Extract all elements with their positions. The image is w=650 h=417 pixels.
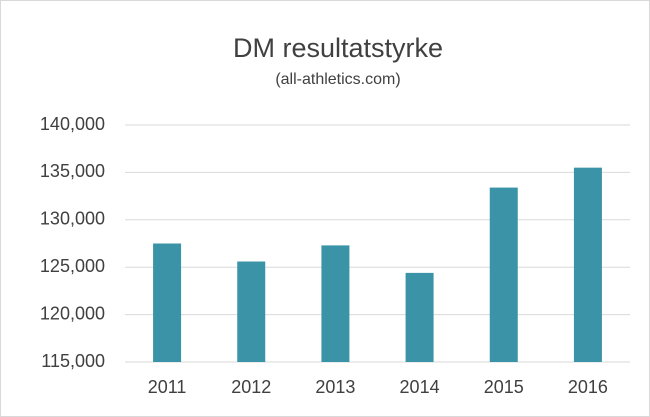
y-tick-label: 125,000 — [40, 256, 105, 276]
y-tick-label: 130,000 — [40, 209, 105, 229]
bar — [237, 261, 266, 362]
bar — [405, 272, 434, 362]
bar — [153, 243, 182, 362]
y-tick-label: 115,000 — [41, 351, 105, 371]
y-tick-label: 120,000 — [40, 303, 105, 323]
x-tick-label: 2014 — [400, 377, 440, 397]
chart-subtitle: (all-athletics.com) — [275, 71, 400, 88]
chart-title: DM resultatstyrke — [233, 33, 443, 63]
x-tick-label: 2015 — [484, 377, 524, 397]
y-tick-label: 140,000 — [40, 114, 105, 134]
x-tick-label: 2012 — [231, 377, 271, 397]
x-tick-label: 2013 — [315, 377, 355, 397]
bar — [321, 245, 350, 362]
x-tick-label: 2016 — [568, 377, 608, 397]
y-tick-label: 135,000 — [40, 161, 105, 181]
bar — [489, 187, 518, 362]
bar — [573, 167, 602, 362]
x-tick-label: 2011 — [148, 377, 187, 397]
